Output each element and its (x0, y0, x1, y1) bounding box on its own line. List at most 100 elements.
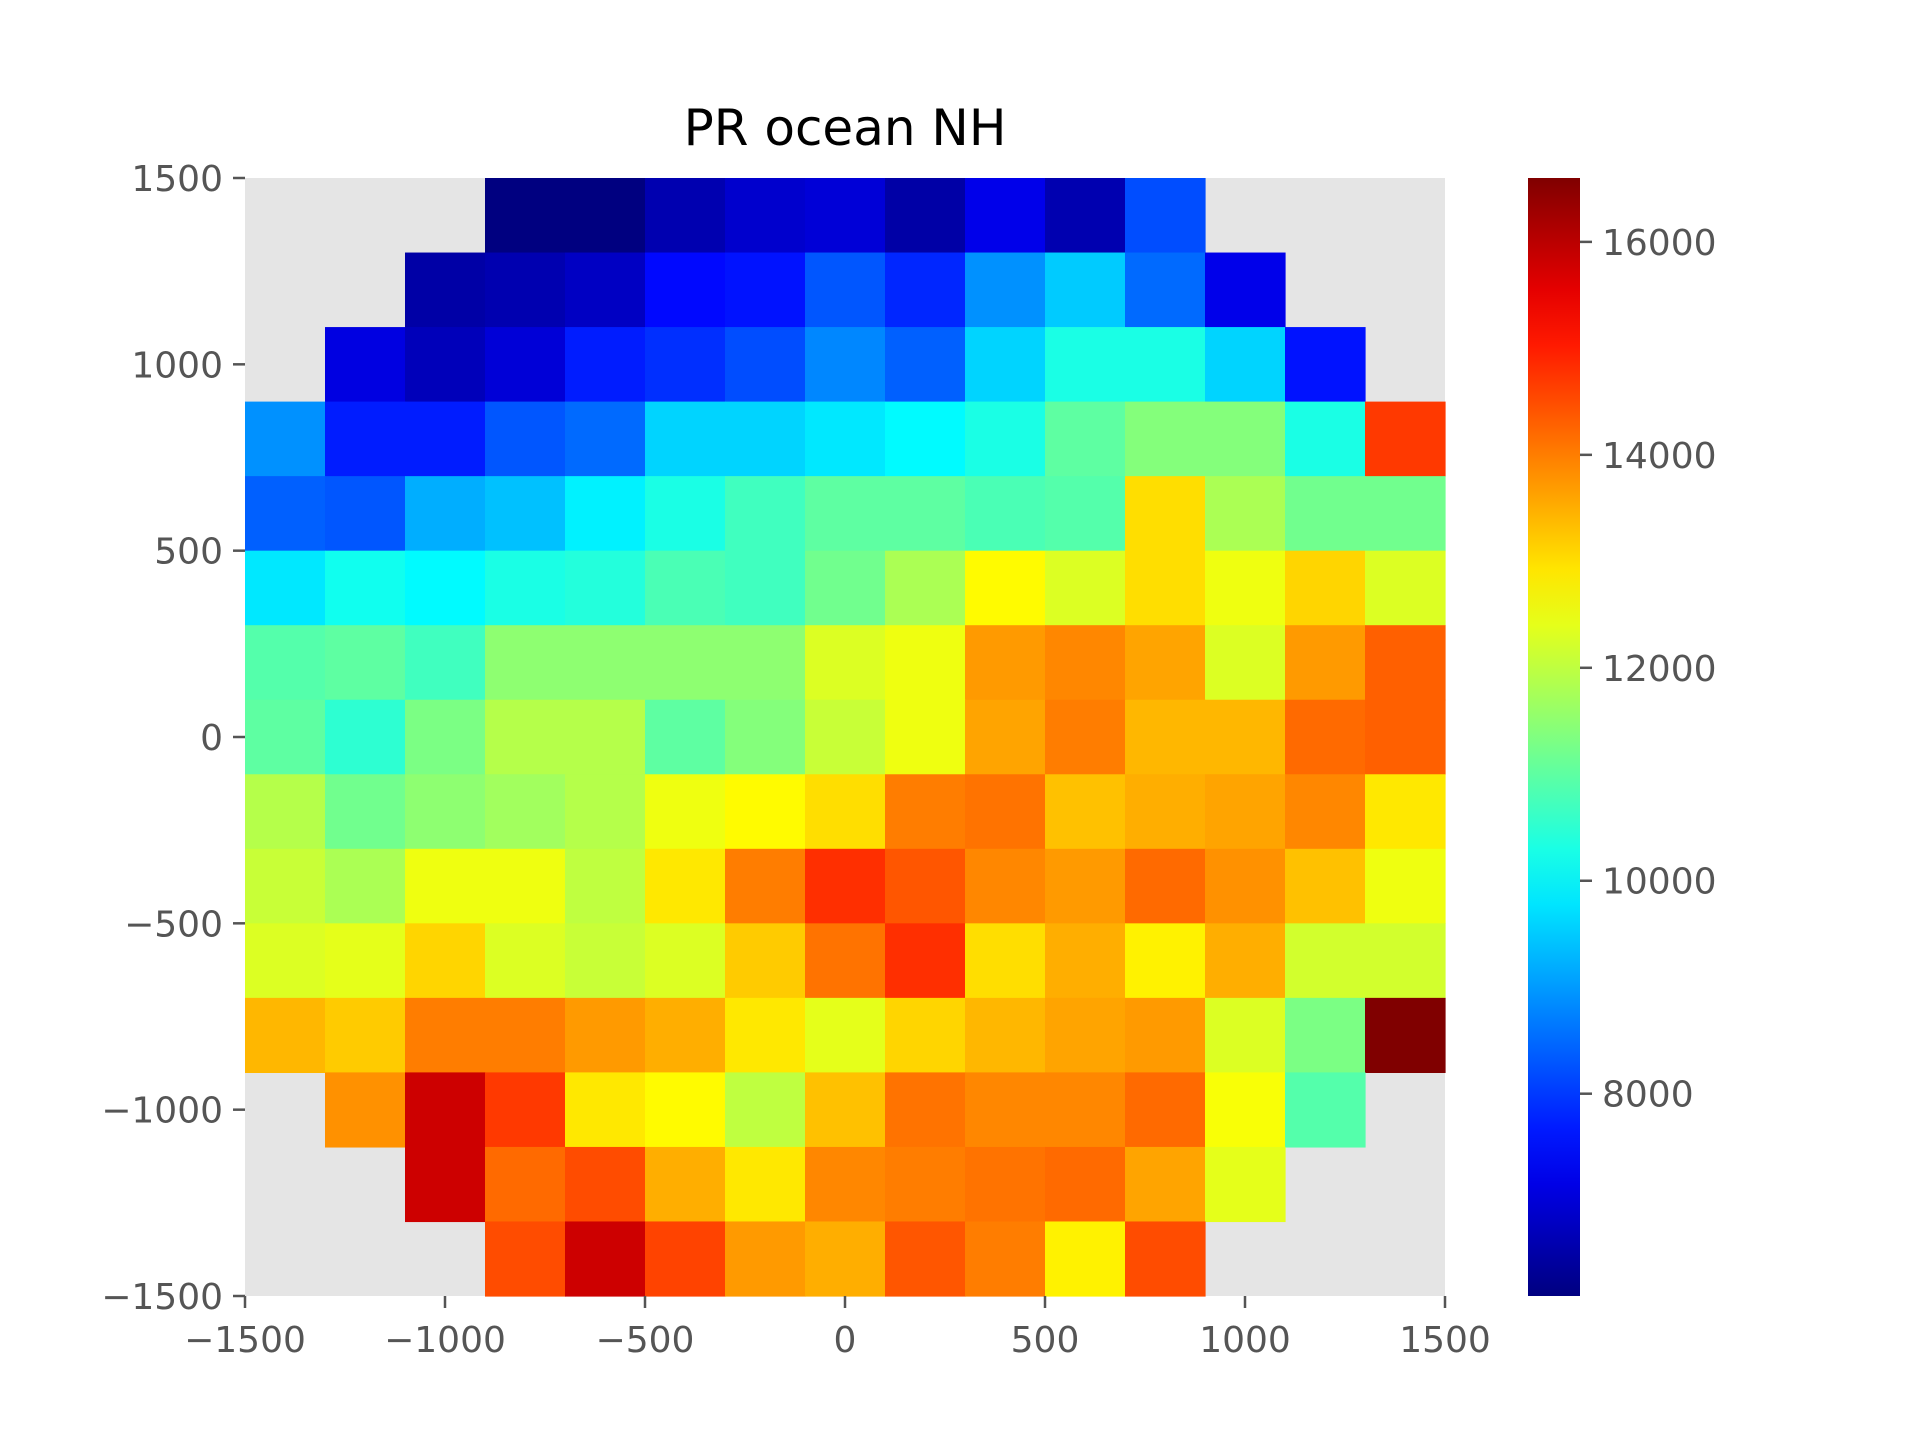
heatmap-cell (1285, 625, 1366, 701)
heatmap-cell (1205, 550, 1286, 626)
heatmap-cell (1045, 1072, 1126, 1148)
heatmap-cell (1045, 699, 1126, 775)
heatmap-cell (885, 1146, 966, 1223)
heatmap-cell (565, 327, 646, 403)
y-tick-label: −1000 (101, 1091, 223, 1132)
y-tick-label: 0 (200, 718, 223, 759)
heatmap-cell (485, 997, 566, 1073)
heatmap-cell (725, 178, 806, 254)
heatmap-cell (565, 699, 646, 775)
heatmap-cell (325, 476, 406, 552)
heatmap-cell (1125, 848, 1206, 924)
heatmap-cell (565, 1221, 646, 1297)
colorbar: 8000 10000 12000 14000 16000 (1528, 178, 1717, 1296)
y-tick-label: −1500 (101, 1277, 223, 1318)
heatmap-cell (965, 997, 1046, 1073)
heatmap-cell (645, 327, 726, 403)
heatmap-cell (725, 1146, 806, 1223)
heatmap-cell (1365, 848, 1446, 924)
heatmap-cell (1045, 401, 1126, 477)
heatmap-cell (965, 252, 1046, 328)
heatmap-cell (725, 1072, 806, 1148)
heatmap-cell (1285, 401, 1366, 477)
heatmap-cell (645, 625, 726, 701)
heatmap-cell (405, 774, 486, 850)
heatmap-cell (1125, 252, 1206, 328)
heatmap-cell (885, 476, 966, 552)
x-tick-label: −500 (596, 1320, 695, 1361)
heatmap-cell (485, 848, 566, 924)
heatmap-cell (485, 625, 566, 701)
y-tick-label: 500 (154, 532, 223, 573)
heatmap-cell (1045, 252, 1126, 328)
heatmap-cell (965, 178, 1046, 254)
heatmap-cell (885, 625, 966, 701)
heatmap-cell (405, 1072, 486, 1148)
heatmap-cell (1365, 550, 1446, 626)
heatmap-cell (485, 1221, 566, 1297)
heatmap-cell (725, 401, 806, 477)
heatmap-cell (1285, 774, 1366, 850)
heatmap-cell (885, 550, 966, 626)
heatmap-cell (1205, 252, 1286, 328)
y-tick-label: −500 (124, 904, 223, 945)
heatmap-cell (1125, 327, 1206, 403)
heatmap-cell (485, 252, 566, 328)
colorbar-gradient (1528, 178, 1580, 1296)
heatmap-cell (1125, 476, 1206, 552)
heatmap-cell (725, 699, 806, 775)
colorbar-ticks: 8000 10000 12000 14000 16000 (1580, 223, 1717, 1116)
heatmap-cell (805, 923, 886, 999)
heatmap-cell (1205, 1146, 1286, 1223)
heatmap-cell (325, 699, 406, 775)
heatmap-cell (565, 178, 646, 254)
heatmap-cell (1365, 699, 1446, 775)
heatmap-cell (645, 923, 726, 999)
heatmap-cell (485, 1072, 566, 1148)
x-tick-label: −1000 (384, 1320, 506, 1361)
heatmap-cell (565, 476, 646, 552)
heatmap-cell (325, 625, 406, 701)
heatmap-cell (805, 178, 886, 254)
heatmap-cell (885, 699, 966, 775)
heatmap-cell (565, 774, 646, 850)
heatmap-cell (645, 476, 726, 552)
x-tick-label: −1500 (184, 1320, 306, 1361)
heatmap-cell (565, 923, 646, 999)
y-axis: −1500 −1000 −500 0 500 1000 1500 (101, 159, 245, 1318)
heatmap-cell (885, 923, 966, 999)
heatmap-cell (965, 848, 1046, 924)
heatmap-cell (405, 401, 486, 477)
heatmap-cell (965, 1221, 1046, 1297)
heatmap-cell (1285, 848, 1366, 924)
heatmap-cell (1125, 774, 1206, 850)
heatmap-cell (645, 997, 726, 1073)
heatmap-cell (1285, 550, 1366, 626)
heatmap-cell (965, 625, 1046, 701)
heatmap-cell (1365, 774, 1446, 850)
heatmap-cell (965, 699, 1046, 775)
heatmap-cell (965, 401, 1046, 477)
heatmap-cell (245, 774, 326, 850)
heatmap-cell (805, 1221, 886, 1297)
heatmap-cell (325, 401, 406, 477)
heatmap-cell (1365, 625, 1446, 701)
heatmap-cell (1045, 1221, 1126, 1297)
heatmap-cell (485, 327, 566, 403)
heatmap-cell (725, 848, 806, 924)
heatmap-cell (645, 1072, 726, 1148)
heatmap-cell (965, 327, 1046, 403)
heatmap-cell (405, 1146, 486, 1223)
x-tick-label: 1500 (1399, 1320, 1491, 1361)
heatmap-cell (245, 923, 326, 999)
heatmap-cell (1045, 774, 1126, 850)
heatmap-cell (405, 997, 486, 1073)
heatmap-cell (725, 327, 806, 403)
heatmap-cell (965, 923, 1046, 999)
heatmap-cell (1125, 550, 1206, 626)
heatmap-cell (645, 178, 726, 254)
heatmap-cell (725, 550, 806, 626)
y-tick-label: 1000 (131, 345, 223, 386)
heatmap-cell (565, 1146, 646, 1223)
